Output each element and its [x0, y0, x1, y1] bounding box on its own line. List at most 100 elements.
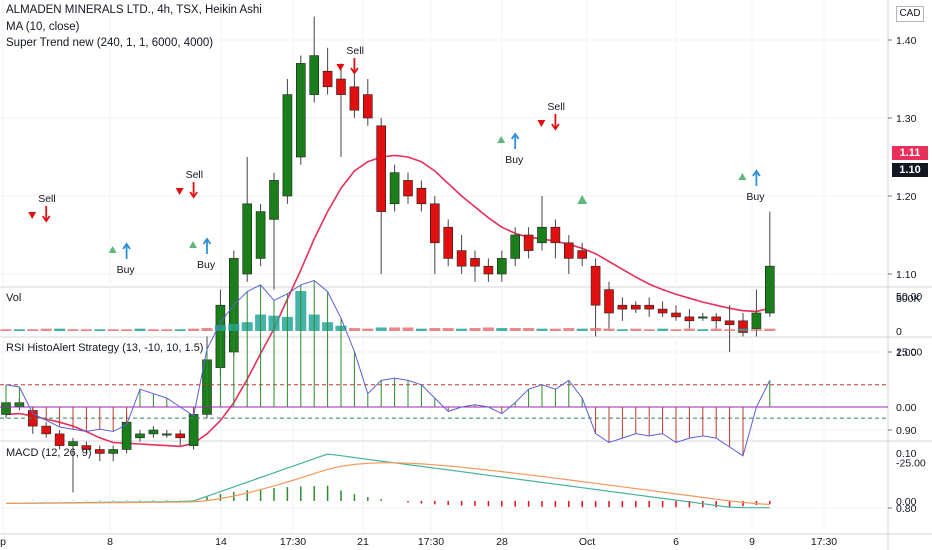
ma-line	[5, 154, 770, 448]
sell-arrow-icon	[41, 206, 51, 223]
candle	[550, 219, 561, 259]
time-tick-label: 28	[496, 536, 508, 548]
candle-body	[255, 211, 266, 259]
candle-body	[684, 316, 695, 322]
volume-bar	[509, 328, 521, 331]
candle	[617, 297, 628, 321]
candle-body	[162, 433, 172, 436]
candle-body	[68, 441, 78, 446]
volume-bar	[27, 329, 39, 331]
macd-tick-label: 0.00	[896, 496, 917, 508]
candle-body	[403, 180, 413, 197]
candle-body	[657, 308, 668, 314]
volume-bar	[389, 327, 401, 331]
candle	[41, 422, 52, 438]
macd-title[interactable]: MACD (12, 26, 9)	[6, 447, 92, 459]
candle	[711, 313, 722, 329]
buy-label: Buy	[746, 191, 765, 203]
candle	[242, 157, 252, 282]
sell-arrow-icon	[189, 182, 198, 199]
candle-body	[751, 312, 762, 329]
volume-bar	[67, 329, 79, 331]
volume-bar	[80, 329, 92, 331]
candle	[684, 309, 695, 329]
candle	[671, 305, 681, 321]
candle-body	[537, 226, 547, 244]
rsi-tick-label: 25.00	[896, 347, 922, 359]
candle-body	[644, 304, 655, 310]
candle-body	[135, 433, 145, 439]
price-tick-label: 1.20	[896, 191, 917, 203]
candle-body	[604, 289, 614, 314]
candle-body	[188, 414, 199, 446]
candle-body	[590, 265, 601, 306]
volume-bar	[630, 328, 642, 331]
candle-body	[108, 449, 118, 454]
volume-bar	[147, 329, 159, 331]
candle-body	[496, 258, 507, 275]
candle-body	[148, 429, 159, 435]
buy-arrow-icon	[122, 242, 131, 259]
volume-bar	[0, 329, 12, 331]
candle	[389, 164, 400, 212]
volume-bar	[188, 328, 200, 331]
volume-bar	[724, 329, 736, 331]
candle-body	[563, 242, 574, 259]
volume-bar	[697, 329, 709, 331]
ma-legend[interactable]: MA (10, close)	[6, 21, 80, 33]
volume-tick-label: 500K	[896, 293, 921, 305]
sell-triangle-icon	[336, 64, 345, 71]
sell-arrow-icon	[350, 58, 359, 75]
buy-arrow-icon	[202, 237, 212, 254]
candle	[604, 281, 614, 329]
volume-bar	[429, 328, 441, 331]
rsi-title[interactable]: RSI HistoAlert Strategy (13, -10, 10, 1.…	[6, 342, 204, 354]
volume-bar	[683, 328, 695, 331]
candle	[108, 445, 118, 462]
buy-arrow-icon	[752, 169, 761, 186]
candle-body	[322, 70, 333, 88]
candle-body	[41, 425, 52, 435]
volume-bar	[107, 329, 119, 331]
volume-bar	[402, 327, 414, 331]
rsi-tick-label: 0.00	[896, 402, 917, 414]
rsi-indicator	[0, 279, 888, 457]
candle-body	[724, 320, 735, 325]
axes: 1.40 1.30 1.20 1.10 1.00 0.90 0.80 500K 0 50.00 25…	[0, 35, 926, 548]
signal-line	[6, 462, 770, 506]
volume-bar	[201, 328, 213, 331]
supertrend-legend[interactable]: Super Trend new (240, 1, 1, 6000, 4000)	[6, 37, 214, 49]
candle-body	[389, 172, 400, 205]
candle	[403, 172, 413, 204]
candle	[510, 227, 521, 267]
price-tick-label: 1.40	[896, 35, 917, 47]
volume-bar	[710, 328, 722, 331]
candle-body	[95, 449, 105, 454]
buy-triangle-icon	[189, 241, 197, 248]
time-tick-label: 21	[357, 536, 369, 548]
time-tick-label: 9	[749, 536, 755, 548]
macd-indicator	[5, 453, 771, 509]
candle	[162, 430, 172, 438]
candle	[470, 250, 480, 282]
volume-title[interactable]: Vol	[6, 292, 22, 304]
volume-bar	[174, 329, 186, 331]
time-tick-label: p	[0, 536, 6, 548]
buy-arrow-icon	[510, 132, 520, 149]
candle-body	[510, 234, 521, 259]
candle-body	[711, 316, 722, 322]
volume-bar	[482, 327, 494, 331]
last-price-badge: 1.10	[892, 163, 928, 177]
candle-body	[630, 304, 641, 310]
volume-bar	[750, 329, 762, 331]
macd-line	[5, 453, 770, 509]
volume-bar	[134, 328, 146, 331]
candle	[764, 211, 775, 317]
candle	[309, 16, 320, 103]
candle-body	[429, 203, 440, 244]
candle-body	[376, 125, 387, 212]
candle	[724, 305, 735, 352]
candle	[456, 235, 467, 274]
price-tick-label: 0.90	[896, 425, 917, 437]
